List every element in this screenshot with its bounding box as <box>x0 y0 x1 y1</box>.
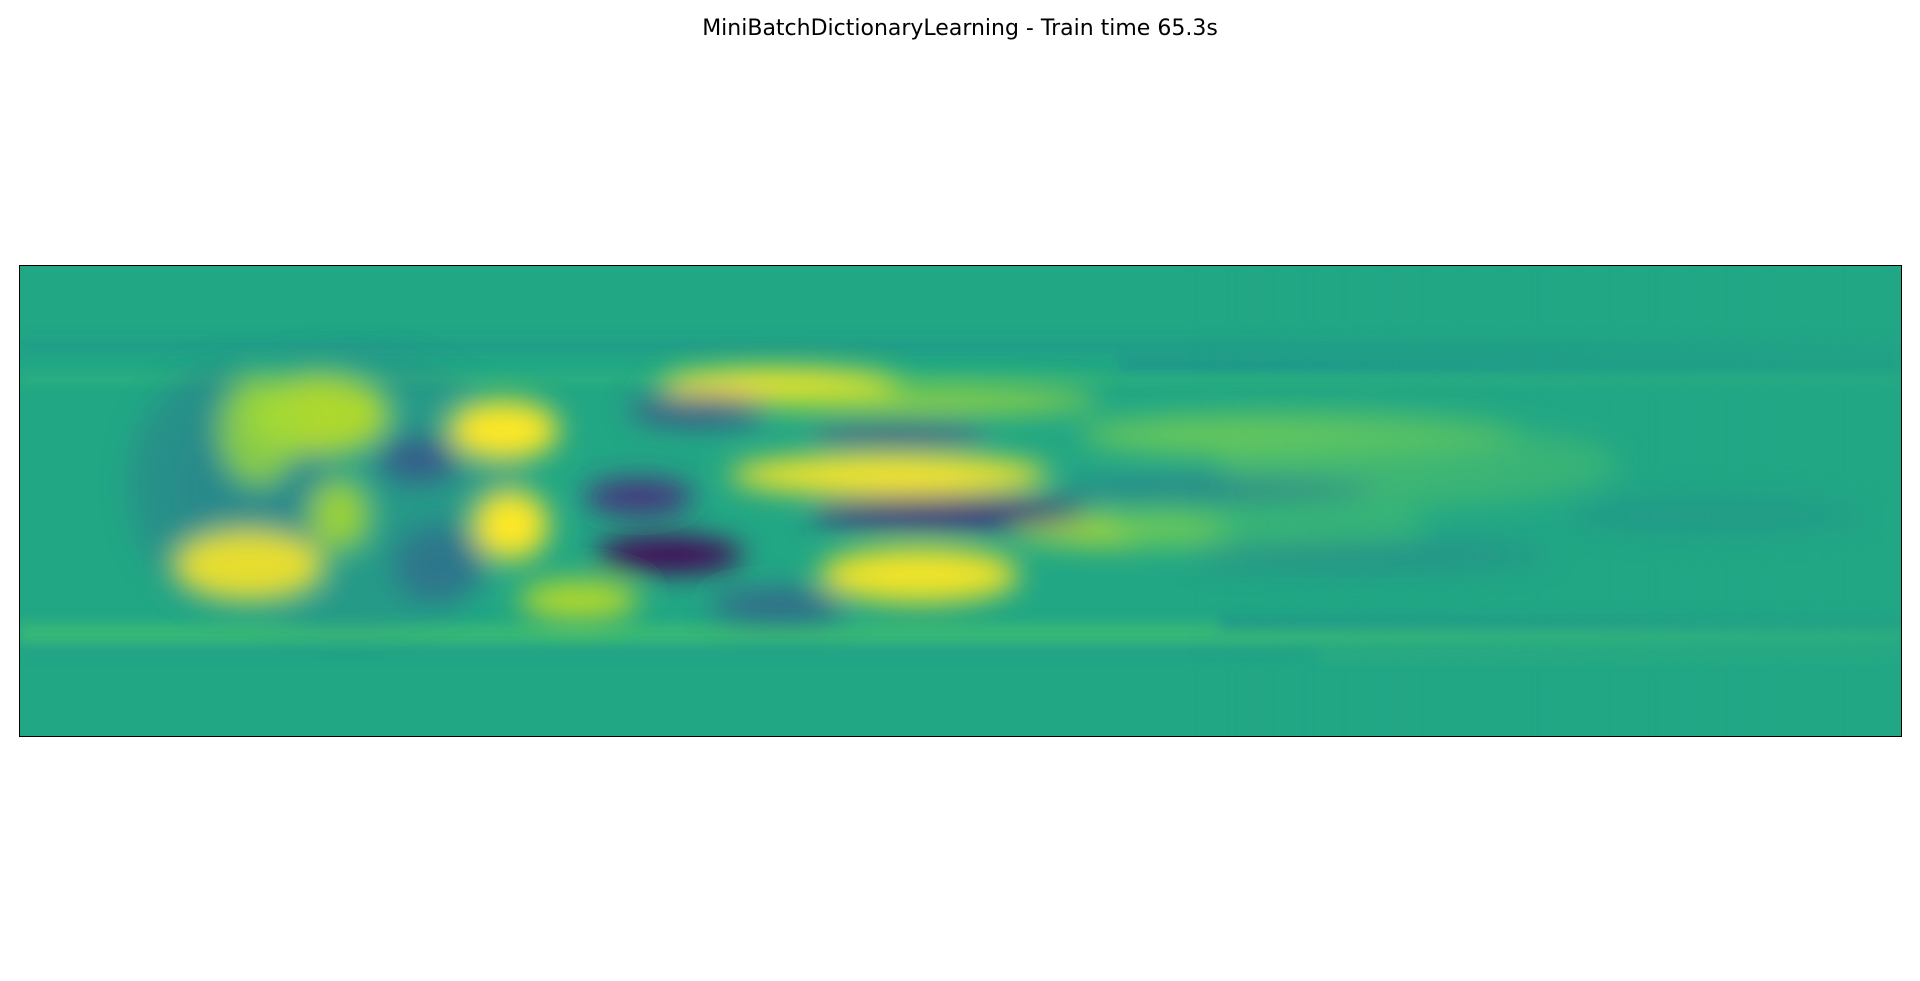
chart-title: MiniBatchDictionaryLearning - Train time… <box>702 16 1218 41</box>
heatmap-plot <box>19 265 1902 737</box>
heatmap-axes <box>19 265 1902 737</box>
axes-frame <box>19 265 1902 737</box>
right-fade <box>19 265 1902 737</box>
